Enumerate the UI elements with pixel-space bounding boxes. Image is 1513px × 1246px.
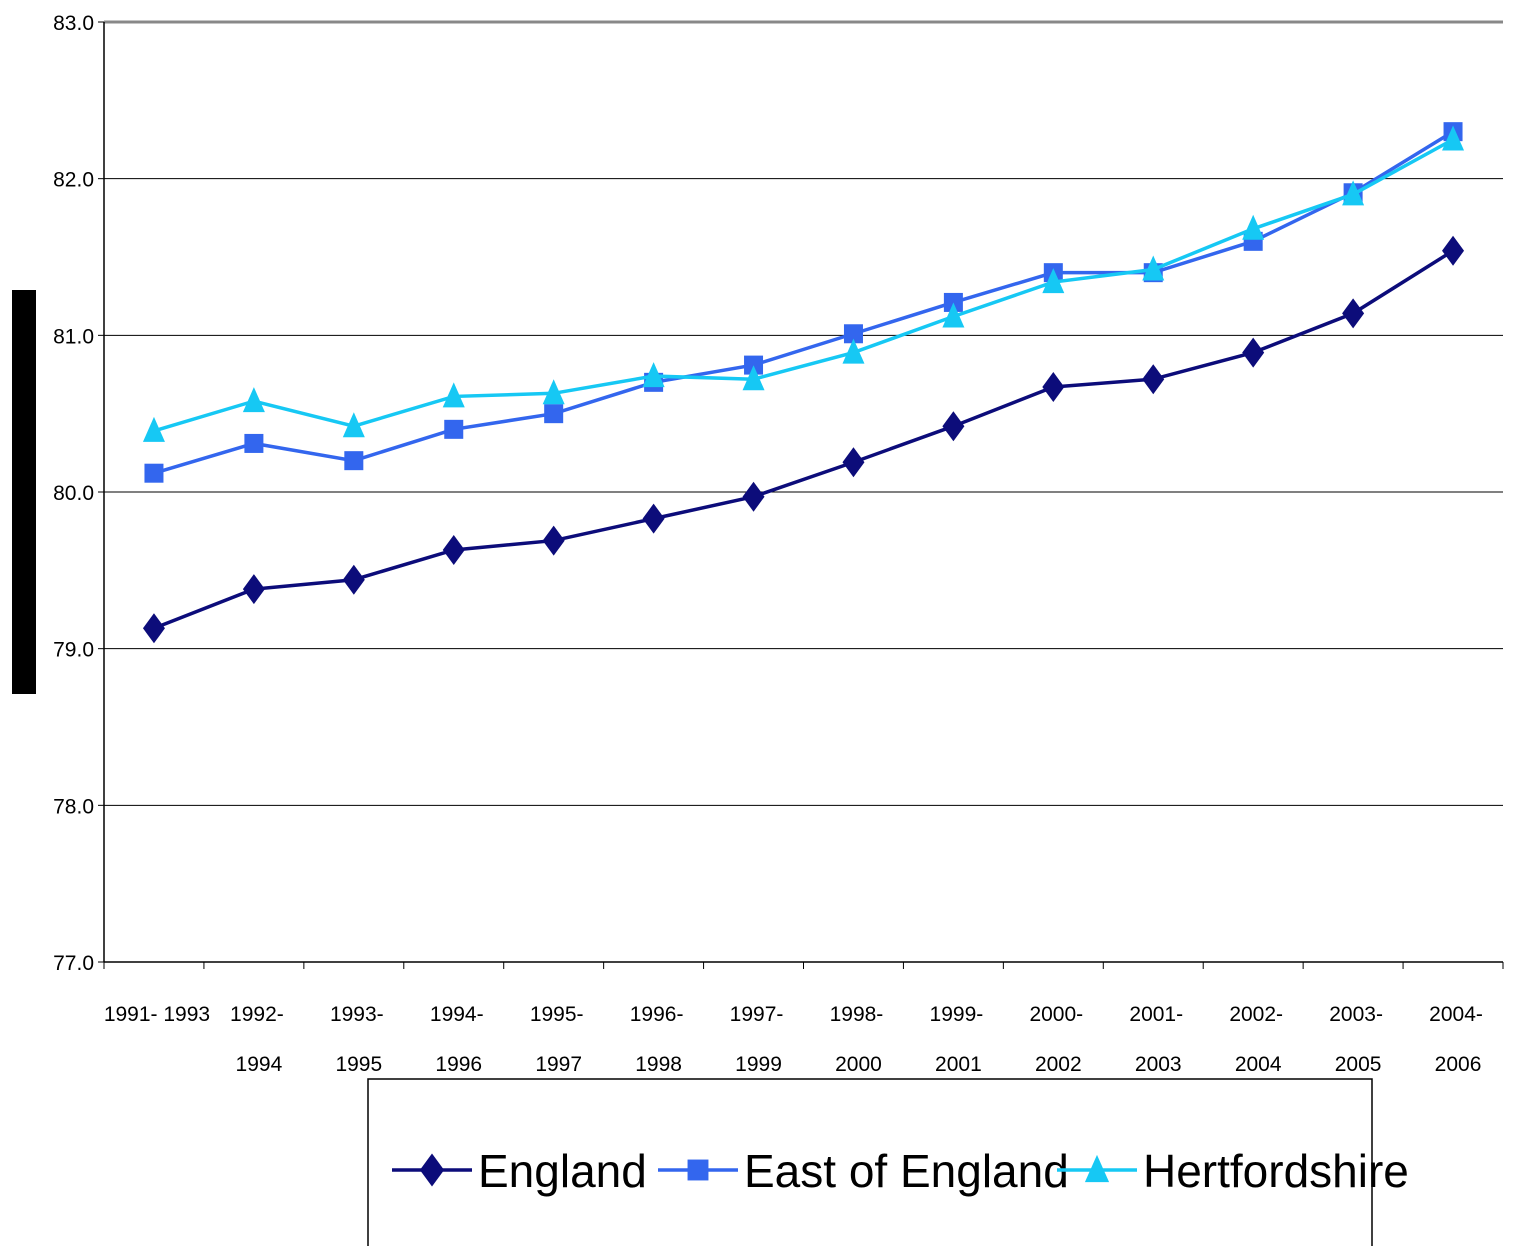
x-tick-label: 1993- (330, 1003, 384, 1026)
x-tick-label: 2001 (935, 1053, 982, 1076)
data-point (444, 419, 464, 439)
y-tick-label: 81.0 (53, 325, 94, 348)
data-point (542, 525, 565, 556)
data-point (842, 338, 865, 364)
series-line (153, 130, 1454, 475)
legend: England East of England Hertfordshire (367, 1078, 1409, 1246)
x-tick-label: 1992- (230, 1003, 284, 1026)
data-point (742, 365, 765, 391)
data-point (244, 433, 264, 453)
data-point (642, 503, 665, 534)
x-tick-label: 2001- (1129, 1003, 1183, 1026)
x-tick-label: 2000- (1029, 1003, 1083, 1026)
legend-box (367, 1078, 1373, 1246)
data-point (542, 379, 565, 405)
data-point (1042, 268, 1065, 294)
y-tick-label: 79.0 (53, 639, 94, 662)
x-tick-label: 1994- (430, 1003, 484, 1026)
data-point (342, 412, 365, 438)
gridlines (104, 20, 1503, 806)
legend-item: England (392, 1145, 647, 1197)
data-point (1042, 372, 1065, 403)
x-tick-label: 1995- (530, 1003, 584, 1026)
x-tick-label: 1996 (435, 1053, 482, 1076)
data-point (1142, 364, 1165, 395)
series-line (153, 249, 1454, 630)
legend-item: East of England (658, 1145, 1069, 1197)
data-point (242, 574, 265, 605)
data-point (1342, 180, 1365, 206)
x-tick-label: 1996- (630, 1003, 684, 1026)
x-tick-label: 1999- (930, 1003, 984, 1026)
data-point (342, 564, 365, 595)
axes (98, 21, 1504, 969)
x-tick-label: 1991- 1993 (104, 1003, 210, 1026)
x-tick-label: 2004 (1235, 1053, 1282, 1076)
x-tick-label: 2002 (1035, 1053, 1082, 1076)
y-tick-label: 83.0 (53, 12, 94, 35)
series-england (142, 235, 1465, 644)
data-point (242, 387, 265, 413)
x-tick-label: 2000 (835, 1053, 882, 1076)
x-tick-label: 1998 (635, 1053, 682, 1076)
x-tick-label: 2002- (1229, 1003, 1283, 1026)
data-point (1142, 255, 1165, 281)
x-tick-label: 1995 (335, 1053, 382, 1076)
x-tick-label: 1999 (735, 1053, 782, 1076)
x-tick-label: 1997- (730, 1003, 784, 1026)
data-point (144, 463, 164, 483)
data-point (1242, 337, 1265, 368)
x-tick-label: 2004- (1429, 1003, 1483, 1026)
data-point (442, 534, 465, 565)
legend-marker (1084, 1154, 1110, 1183)
legend-item: Hertfordshire (1057, 1145, 1409, 1197)
x-tick-label: 1994 (236, 1053, 283, 1076)
series-hertfordshire (142, 125, 1465, 442)
data-point (1442, 125, 1465, 151)
x-tick-label: 2003- (1329, 1003, 1383, 1026)
data-point (544, 404, 564, 424)
data-point (942, 302, 965, 328)
data-point (843, 324, 863, 344)
y-tick-label: 77.0 (53, 952, 94, 975)
data-point (142, 613, 165, 644)
data-point (942, 411, 965, 442)
y-axis-label-redacted (12, 290, 36, 694)
x-tick-label: 1997 (535, 1053, 582, 1076)
series-line (153, 137, 1454, 433)
data-point (1342, 298, 1365, 329)
y-tick-label: 82.0 (53, 169, 94, 192)
series-east-of-england (144, 122, 1463, 483)
data-point (1442, 235, 1465, 266)
x-tick-label: 2006 (1435, 1053, 1482, 1076)
y-tick-label: 80.0 (53, 482, 94, 505)
data-point (344, 451, 364, 471)
legend-label: England (478, 1145, 647, 1197)
x-tick-label: 2005 (1335, 1053, 1382, 1076)
legend-marker (419, 1153, 445, 1187)
y-tick-label: 78.0 (53, 795, 94, 818)
data-point (742, 481, 765, 512)
data-point (842, 447, 865, 478)
x-tick-label: 2003 (1135, 1053, 1182, 1076)
data-point (744, 355, 764, 375)
series-group (142, 122, 1465, 644)
y-tick-labels: 77.0 78.0 79.0 80.0 81.0 82.0 83.0 (53, 12, 94, 975)
data-point (1242, 214, 1265, 240)
x-tick-labels: 1991- 1993 1992- 1994 1993- 1995 1994- 1996 199… (104, 1003, 1483, 1076)
data-point (943, 292, 963, 312)
x-tick-label: 1998- (830, 1003, 884, 1026)
legend-label: Hertfordshire (1143, 1145, 1409, 1197)
data-point (442, 382, 465, 408)
legend-marker (687, 1159, 709, 1181)
data-point (142, 416, 165, 442)
data-point (642, 362, 665, 388)
legend-label: East of England (744, 1145, 1069, 1197)
